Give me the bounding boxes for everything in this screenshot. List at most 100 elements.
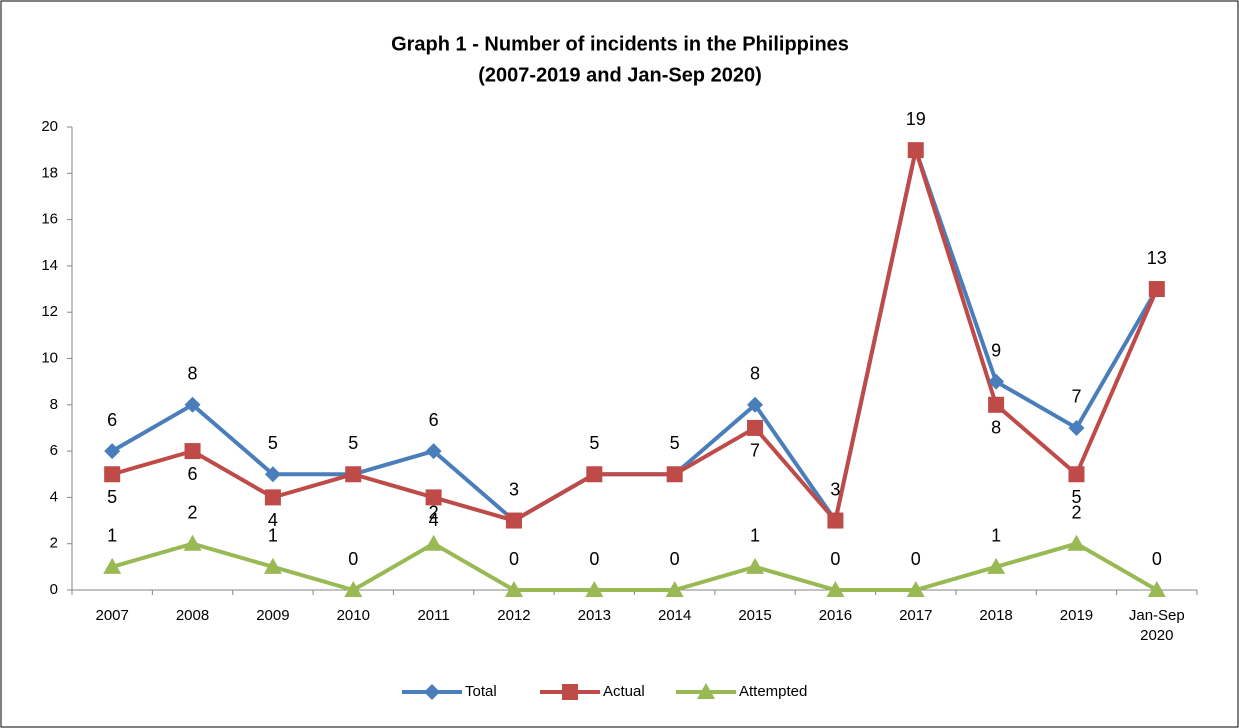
data-label: 7 [1071,387,1081,407]
y-tick-label: 4 [50,488,58,505]
series-line [111,142,1159,526]
data-label: 6 [429,410,439,430]
x-tick-label: 2014 [657,607,692,624]
data-label: 0 [670,549,680,569]
legend-label: Actual [603,683,645,700]
x-tick-label: 2012 [497,607,531,624]
data-label: 9 [991,340,1001,360]
y-tick-label: 2 [50,535,58,552]
marker [183,534,202,551]
marker [826,581,845,597]
chart-subtitle: (2007-2019 and Jan-Sep 2020) [478,64,762,86]
data-label: 5 [1071,487,1081,507]
y-tick-label: 0 [50,581,58,598]
data-label: 0 [589,549,599,569]
y-tick-label: 16 [41,211,58,228]
x-tick-label: 2013 [577,607,611,624]
data-label: 5 [107,487,117,507]
marker [505,512,522,529]
marker [424,684,440,700]
data-label: 5 [348,433,358,453]
data-label: 0 [830,549,840,569]
marker [747,396,764,413]
data-label: 1 [268,526,278,546]
y-tick-label: 6 [50,442,58,459]
series-line [111,142,1159,525]
marker [103,557,122,574]
marker [906,581,925,597]
data-label: 2 [429,502,439,522]
marker [987,557,1006,574]
series-line [111,541,1158,593]
x-tick-label: 2009 [256,607,290,624]
marker [666,466,683,483]
marker [1148,281,1165,298]
x-tick-label: 2008 [175,607,210,624]
marker [1147,581,1166,597]
data-label: 0 [348,549,358,569]
data-label: 8 [991,418,1001,438]
x-tick-label: 2011 [417,607,450,624]
data-label: 3 [509,479,519,499]
marker [184,443,201,460]
x-tick-label: 2007 [95,607,129,624]
data-label: 13 [1147,248,1167,268]
marker [747,419,764,436]
marker [665,581,684,597]
marker [345,466,362,483]
data-label: 4 [268,510,278,530]
data-label: 8 [750,364,760,384]
data-label: 8 [188,364,198,384]
y-tick-label: 14 [41,257,58,274]
marker [988,373,1005,390]
data-label: 0 [911,549,921,569]
marker [586,466,603,483]
marker [746,557,765,574]
x-tick-label: 2018 [979,607,1013,624]
marker [264,466,281,483]
legend-label: Total [465,683,497,700]
x-tick-label: 2016 [818,607,853,624]
marker [1068,466,1085,483]
data-label: 5 [589,433,599,453]
data-label: 6 [107,410,117,430]
marker [827,512,844,529]
marker [425,443,442,460]
data-label: 5 [670,433,680,453]
data-label: 0 [1152,549,1162,569]
marker [988,396,1005,413]
data-label: 7 [750,441,760,461]
x-tick-label: Jan-Sep 2020 [1128,607,1185,644]
data-label: 2 [188,502,198,522]
marker [1067,534,1086,551]
marker [184,396,201,413]
data-label: 1 [107,526,117,546]
x-tick-label: 2017 [899,607,933,624]
marker [104,466,121,483]
data-label: 1 [750,526,760,546]
marker [504,581,523,597]
marker [263,557,282,574]
chart-title: Graph 1 - Number of incidents in the Phi… [391,33,849,55]
y-tick-label: 8 [50,396,58,413]
data-label: 6 [188,464,198,484]
marker [907,142,924,159]
x-tick-label: 2015 [738,607,772,624]
x-tick-label: 2019 [1059,607,1094,624]
marker [1068,419,1085,436]
data-label: 19 [906,109,926,129]
data-label: 2 [1071,502,1081,522]
data-label: 4 [429,510,439,530]
data-label: 1 [991,526,1001,546]
marker [697,683,715,699]
data-label: 3 [830,479,840,499]
y-tick-label: 12 [41,303,58,320]
legend-label: Attempted [739,683,807,700]
y-tick-label: 18 [41,164,58,181]
marker [264,489,281,506]
marker [562,684,578,700]
x-tick-label: 2010 [336,607,370,624]
marker [104,443,121,460]
